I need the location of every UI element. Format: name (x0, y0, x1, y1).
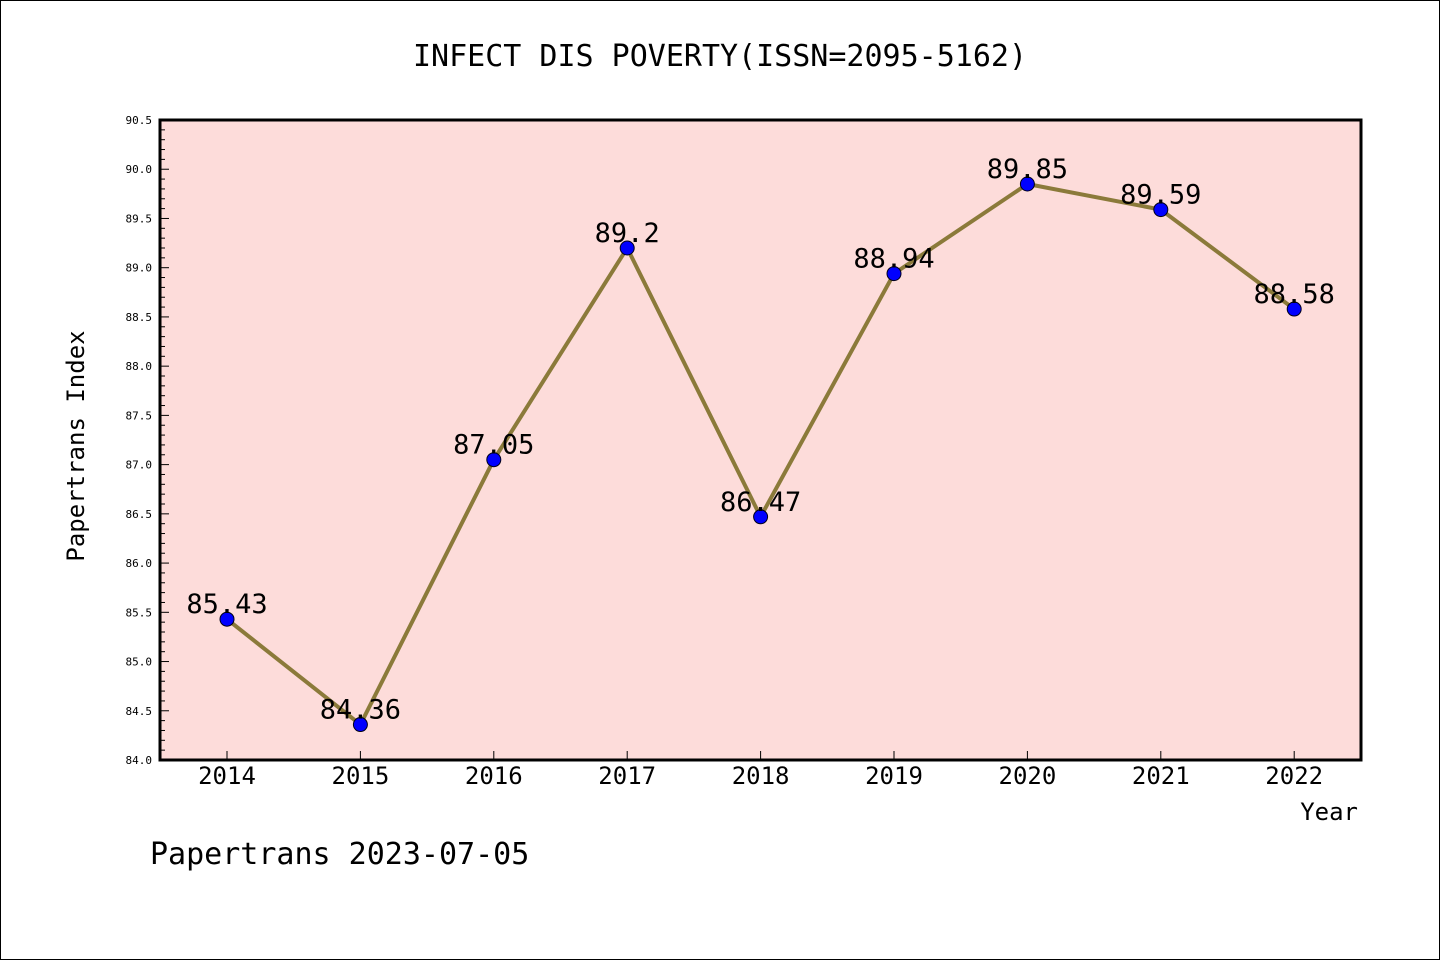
y-tick-label: 86.0 (126, 557, 153, 570)
footer-text: Papertrans 2023-07-05 (150, 837, 529, 872)
x-tick-label: 2019 (865, 762, 923, 790)
data-point (619, 240, 635, 256)
data-label: 84.36 (320, 695, 401, 726)
x-tick-label: 2020 (999, 762, 1057, 790)
data-point (486, 452, 502, 468)
plot-border (158, 118, 1363, 762)
data-point (753, 509, 769, 525)
y-tick-label: 89.0 (126, 262, 153, 275)
data-label: 88.94 (853, 244, 934, 275)
x-axis-label: Year (1300, 798, 1358, 826)
y-tick-label: 87.5 (126, 409, 153, 422)
data-point (1019, 176, 1035, 192)
x-axis: 2014 2015 2016 2017 2018 2019 2020 2021 2022 (198, 751, 1323, 790)
x-tick-label: 2015 (332, 762, 390, 790)
data-point (1153, 202, 1169, 218)
y-axis: 84.0 84.5 85.0 85.5 86.0 86.5 87.0 87.5 88.0 88.5… (126, 114, 169, 767)
data-label: 89.2 (595, 218, 660, 249)
y-tick-label: 89.5 (126, 212, 153, 225)
y-axis-label: Papertrans Index (62, 330, 90, 561)
y-tick-label: 87.0 (126, 459, 153, 472)
data-label: 86.47 (720, 487, 801, 518)
y-tick-label: 86.5 (126, 508, 153, 521)
chart-title: INFECT DIS POVERTY(ISSN=2095-5162) (413, 39, 1027, 74)
x-tick-label: 2014 (198, 762, 256, 790)
x-tick-label: 2017 (598, 762, 656, 790)
data-label: 85.43 (186, 589, 267, 620)
y-tick-label: 88.0 (126, 360, 153, 373)
data-label: 89.85 (987, 154, 1068, 185)
data-point (1286, 301, 1302, 317)
x-tick-label: 2016 (465, 762, 523, 790)
data-labels: 85.43 84.36 87.05 89.2 86.47 88.94 89.85 89.59 8… (186, 154, 1334, 726)
data-label: 89.59 (1120, 180, 1201, 211)
y-tick-label: 84.0 (126, 754, 153, 767)
data-label: 88.58 (1254, 279, 1335, 310)
y-tick-label: 84.5 (126, 705, 153, 718)
data-markers (219, 176, 1302, 733)
y-tick-label: 88.5 (126, 311, 153, 324)
x-tick-label: 2021 (1132, 762, 1190, 790)
x-tick-label: 2022 (1265, 762, 1323, 790)
data-point (886, 266, 902, 282)
data-point (352, 717, 368, 733)
data-point (219, 611, 235, 627)
y-tick-label: 90.5 (126, 114, 153, 127)
x-tick-label: 2018 (732, 762, 790, 790)
plot-area (160, 120, 1361, 760)
y-tick-label: 85.5 (126, 606, 153, 619)
y-tick-label: 90.0 (126, 163, 153, 176)
data-label: 87.05 (453, 430, 534, 461)
y-tick-label: 85.0 (126, 656, 153, 669)
